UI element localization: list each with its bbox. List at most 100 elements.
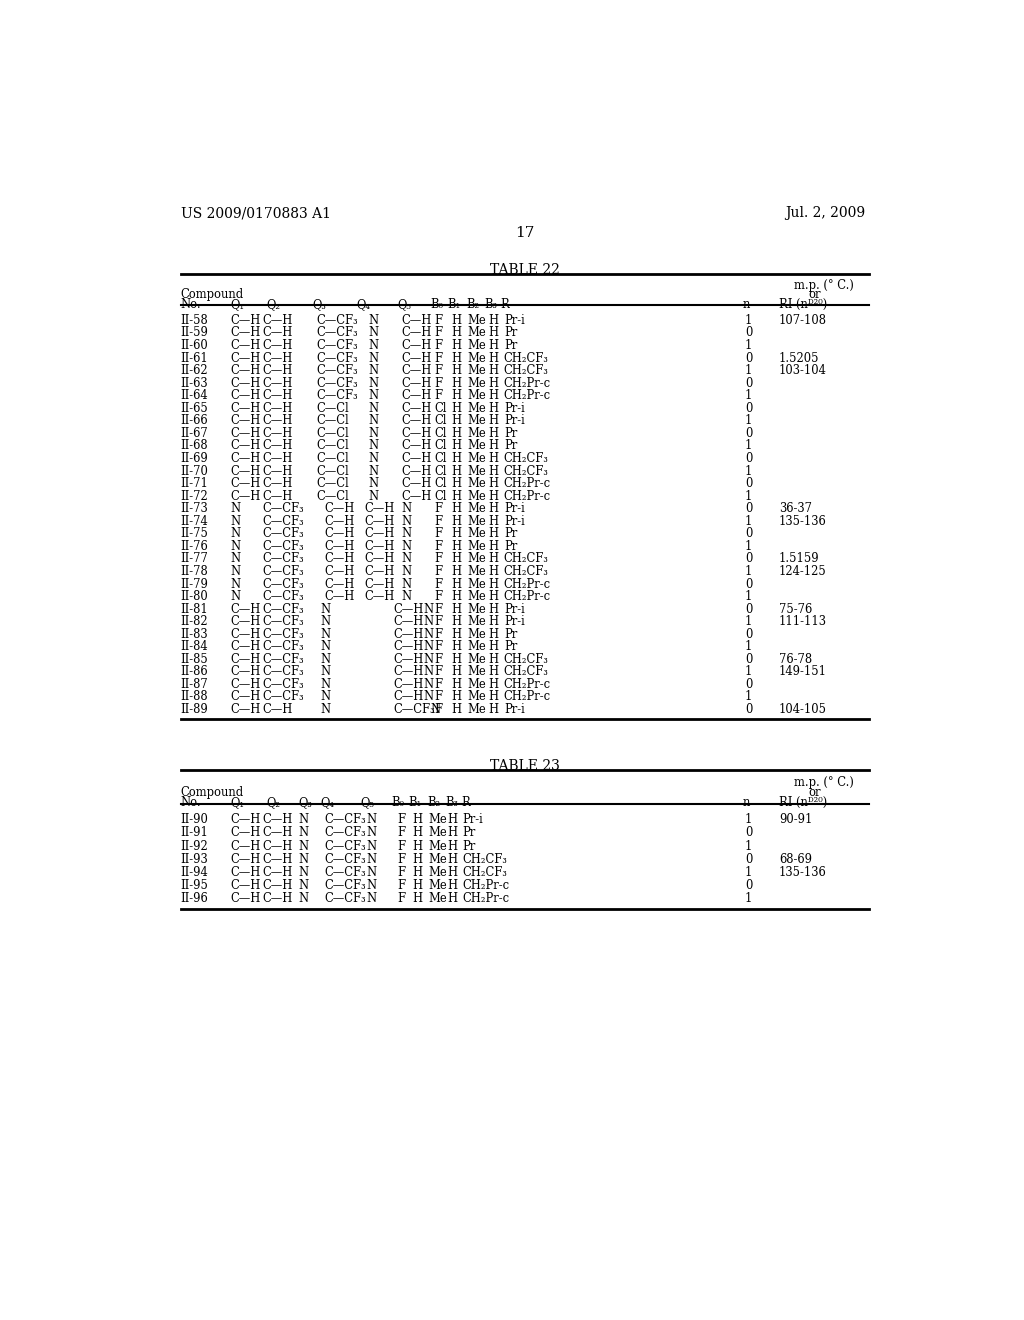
Text: Me: Me	[467, 527, 486, 540]
Text: H: H	[413, 840, 423, 853]
Text: C—H: C—H	[230, 653, 261, 665]
Text: C—H: C—H	[324, 515, 354, 528]
Text: Me: Me	[467, 490, 486, 503]
Text: C—CF₃: C—CF₃	[263, 540, 304, 553]
Text: C—Cl: C—Cl	[316, 426, 349, 440]
Text: II-85: II-85	[180, 653, 209, 665]
Text: II-72: II-72	[180, 490, 209, 503]
Text: H: H	[452, 440, 461, 453]
Text: CH₂CF₃: CH₂CF₃	[504, 351, 549, 364]
Text: H: H	[452, 590, 461, 603]
Text: H: H	[447, 840, 458, 853]
Text: N: N	[230, 565, 241, 578]
Text: 36-37: 36-37	[779, 502, 812, 515]
Text: Me: Me	[467, 578, 486, 590]
Text: 1: 1	[744, 465, 753, 478]
Text: H: H	[488, 552, 499, 565]
Text: N: N	[401, 590, 412, 603]
Text: Cl: Cl	[434, 426, 446, 440]
Text: C—H: C—H	[401, 339, 432, 352]
Text: F: F	[434, 351, 442, 364]
Text: Cl: Cl	[434, 401, 446, 414]
Text: C—H: C—H	[401, 477, 432, 490]
Text: C—H: C—H	[262, 892, 293, 906]
Text: H: H	[488, 376, 499, 389]
Text: Me: Me	[467, 376, 486, 389]
Text: N: N	[423, 665, 433, 678]
Text: II-76: II-76	[180, 540, 209, 553]
Text: C—H: C—H	[324, 578, 354, 590]
Text: H: H	[452, 426, 461, 440]
Text: II-84: II-84	[180, 640, 208, 653]
Text: H: H	[452, 628, 461, 640]
Text: H: H	[447, 879, 458, 892]
Text: C—CF₃: C—CF₃	[316, 314, 358, 327]
Text: N: N	[366, 853, 376, 866]
Text: CH₂Pr-c: CH₂Pr-c	[504, 490, 551, 503]
Text: C—CF₃: C—CF₃	[394, 704, 435, 715]
Text: Pr-i: Pr-i	[504, 704, 524, 715]
Text: II-67: II-67	[180, 426, 209, 440]
Text: C—H: C—H	[230, 465, 261, 478]
Text: C—H: C—H	[365, 552, 394, 565]
Text: C—H: C—H	[263, 364, 293, 378]
Text: C—H: C—H	[230, 603, 261, 615]
Text: II-92: II-92	[180, 840, 209, 853]
Text: Me: Me	[467, 364, 486, 378]
Text: N: N	[321, 615, 331, 628]
Text: F: F	[434, 678, 442, 690]
Text: Q₅: Q₅	[360, 796, 375, 809]
Text: CH₂CF₃: CH₂CF₃	[504, 665, 549, 678]
Text: 76-78: 76-78	[779, 653, 812, 665]
Text: Q₃: Q₃	[299, 796, 312, 809]
Text: H: H	[452, 451, 461, 465]
Text: C—H: C—H	[263, 451, 293, 465]
Text: CH₂Pr-c: CH₂Pr-c	[504, 389, 551, 403]
Text: C—H: C—H	[230, 628, 261, 640]
Text: CH₂Pr-c: CH₂Pr-c	[463, 892, 510, 906]
Text: C—CF₃: C—CF₃	[316, 389, 358, 403]
Text: 0: 0	[744, 451, 753, 465]
Text: N: N	[299, 879, 308, 892]
Text: C—CF₃: C—CF₃	[263, 565, 304, 578]
Text: II-61: II-61	[180, 351, 209, 364]
Text: 1: 1	[744, 615, 753, 628]
Text: 0: 0	[744, 401, 753, 414]
Text: 1: 1	[744, 565, 753, 578]
Text: H: H	[488, 615, 499, 628]
Text: II-81: II-81	[180, 603, 209, 615]
Text: N: N	[230, 502, 241, 515]
Text: C—H: C—H	[230, 866, 261, 879]
Text: Cl: Cl	[434, 451, 446, 465]
Text: C—H: C—H	[262, 879, 293, 892]
Text: B₁: B₁	[447, 298, 461, 310]
Text: C—H: C—H	[394, 628, 424, 640]
Text: Me: Me	[467, 502, 486, 515]
Text: F: F	[434, 314, 442, 327]
Text: C—H: C—H	[263, 414, 293, 428]
Text: 1: 1	[744, 339, 753, 352]
Text: H: H	[488, 628, 499, 640]
Text: C—H: C—H	[263, 339, 293, 352]
Text: N: N	[321, 640, 331, 653]
Text: C—H: C—H	[263, 426, 293, 440]
Text: C—CF₃: C—CF₃	[324, 813, 366, 826]
Text: N: N	[401, 578, 412, 590]
Text: CH₂CF₃: CH₂CF₃	[463, 866, 508, 879]
Text: C—H: C—H	[263, 440, 293, 453]
Text: Q₄: Q₄	[321, 796, 334, 809]
Text: F: F	[434, 552, 442, 565]
Text: 0: 0	[744, 628, 753, 640]
Text: C—H: C—H	[394, 678, 424, 690]
Text: N: N	[430, 704, 440, 715]
Text: CH₂Pr-c: CH₂Pr-c	[504, 690, 551, 704]
Text: 68-69: 68-69	[779, 853, 812, 866]
Text: Cl: Cl	[434, 490, 446, 503]
Text: Me: Me	[467, 704, 486, 715]
Text: II-64: II-64	[180, 389, 208, 403]
Text: II-93: II-93	[180, 853, 209, 866]
Text: Pr: Pr	[504, 326, 517, 339]
Text: H: H	[413, 866, 423, 879]
Text: Pr-i: Pr-i	[463, 813, 483, 826]
Text: C—H: C—H	[263, 351, 293, 364]
